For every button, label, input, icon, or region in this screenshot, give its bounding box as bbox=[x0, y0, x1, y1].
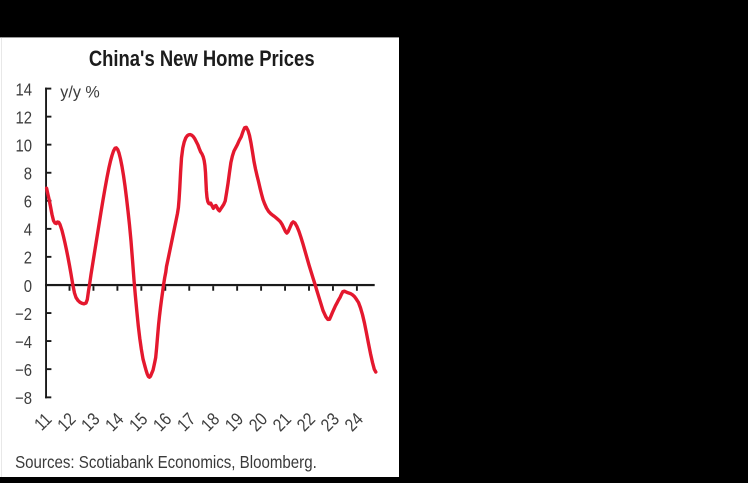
svg-text:−2: −2 bbox=[15, 305, 32, 324]
svg-text:4: 4 bbox=[24, 221, 32, 240]
svg-text:10: 10 bbox=[15, 136, 32, 155]
svg-text:Sources: Scotiabank Economics,: Sources: Scotiabank Economics, Bloomberg… bbox=[15, 453, 317, 472]
svg-text:−6: −6 bbox=[15, 361, 32, 380]
svg-text:China's New Home Prices: China's New Home Prices bbox=[89, 46, 315, 71]
svg-text:2: 2 bbox=[24, 249, 32, 268]
svg-text:12: 12 bbox=[15, 108, 32, 127]
svg-text:14: 14 bbox=[15, 80, 32, 99]
svg-text:−4: −4 bbox=[15, 333, 32, 352]
svg-text:−8: −8 bbox=[15, 389, 32, 408]
svg-text:y/y %: y/y % bbox=[60, 82, 100, 101]
svg-text:6: 6 bbox=[24, 193, 32, 212]
svg-text:0: 0 bbox=[24, 277, 32, 296]
svg-text:8: 8 bbox=[24, 165, 32, 184]
